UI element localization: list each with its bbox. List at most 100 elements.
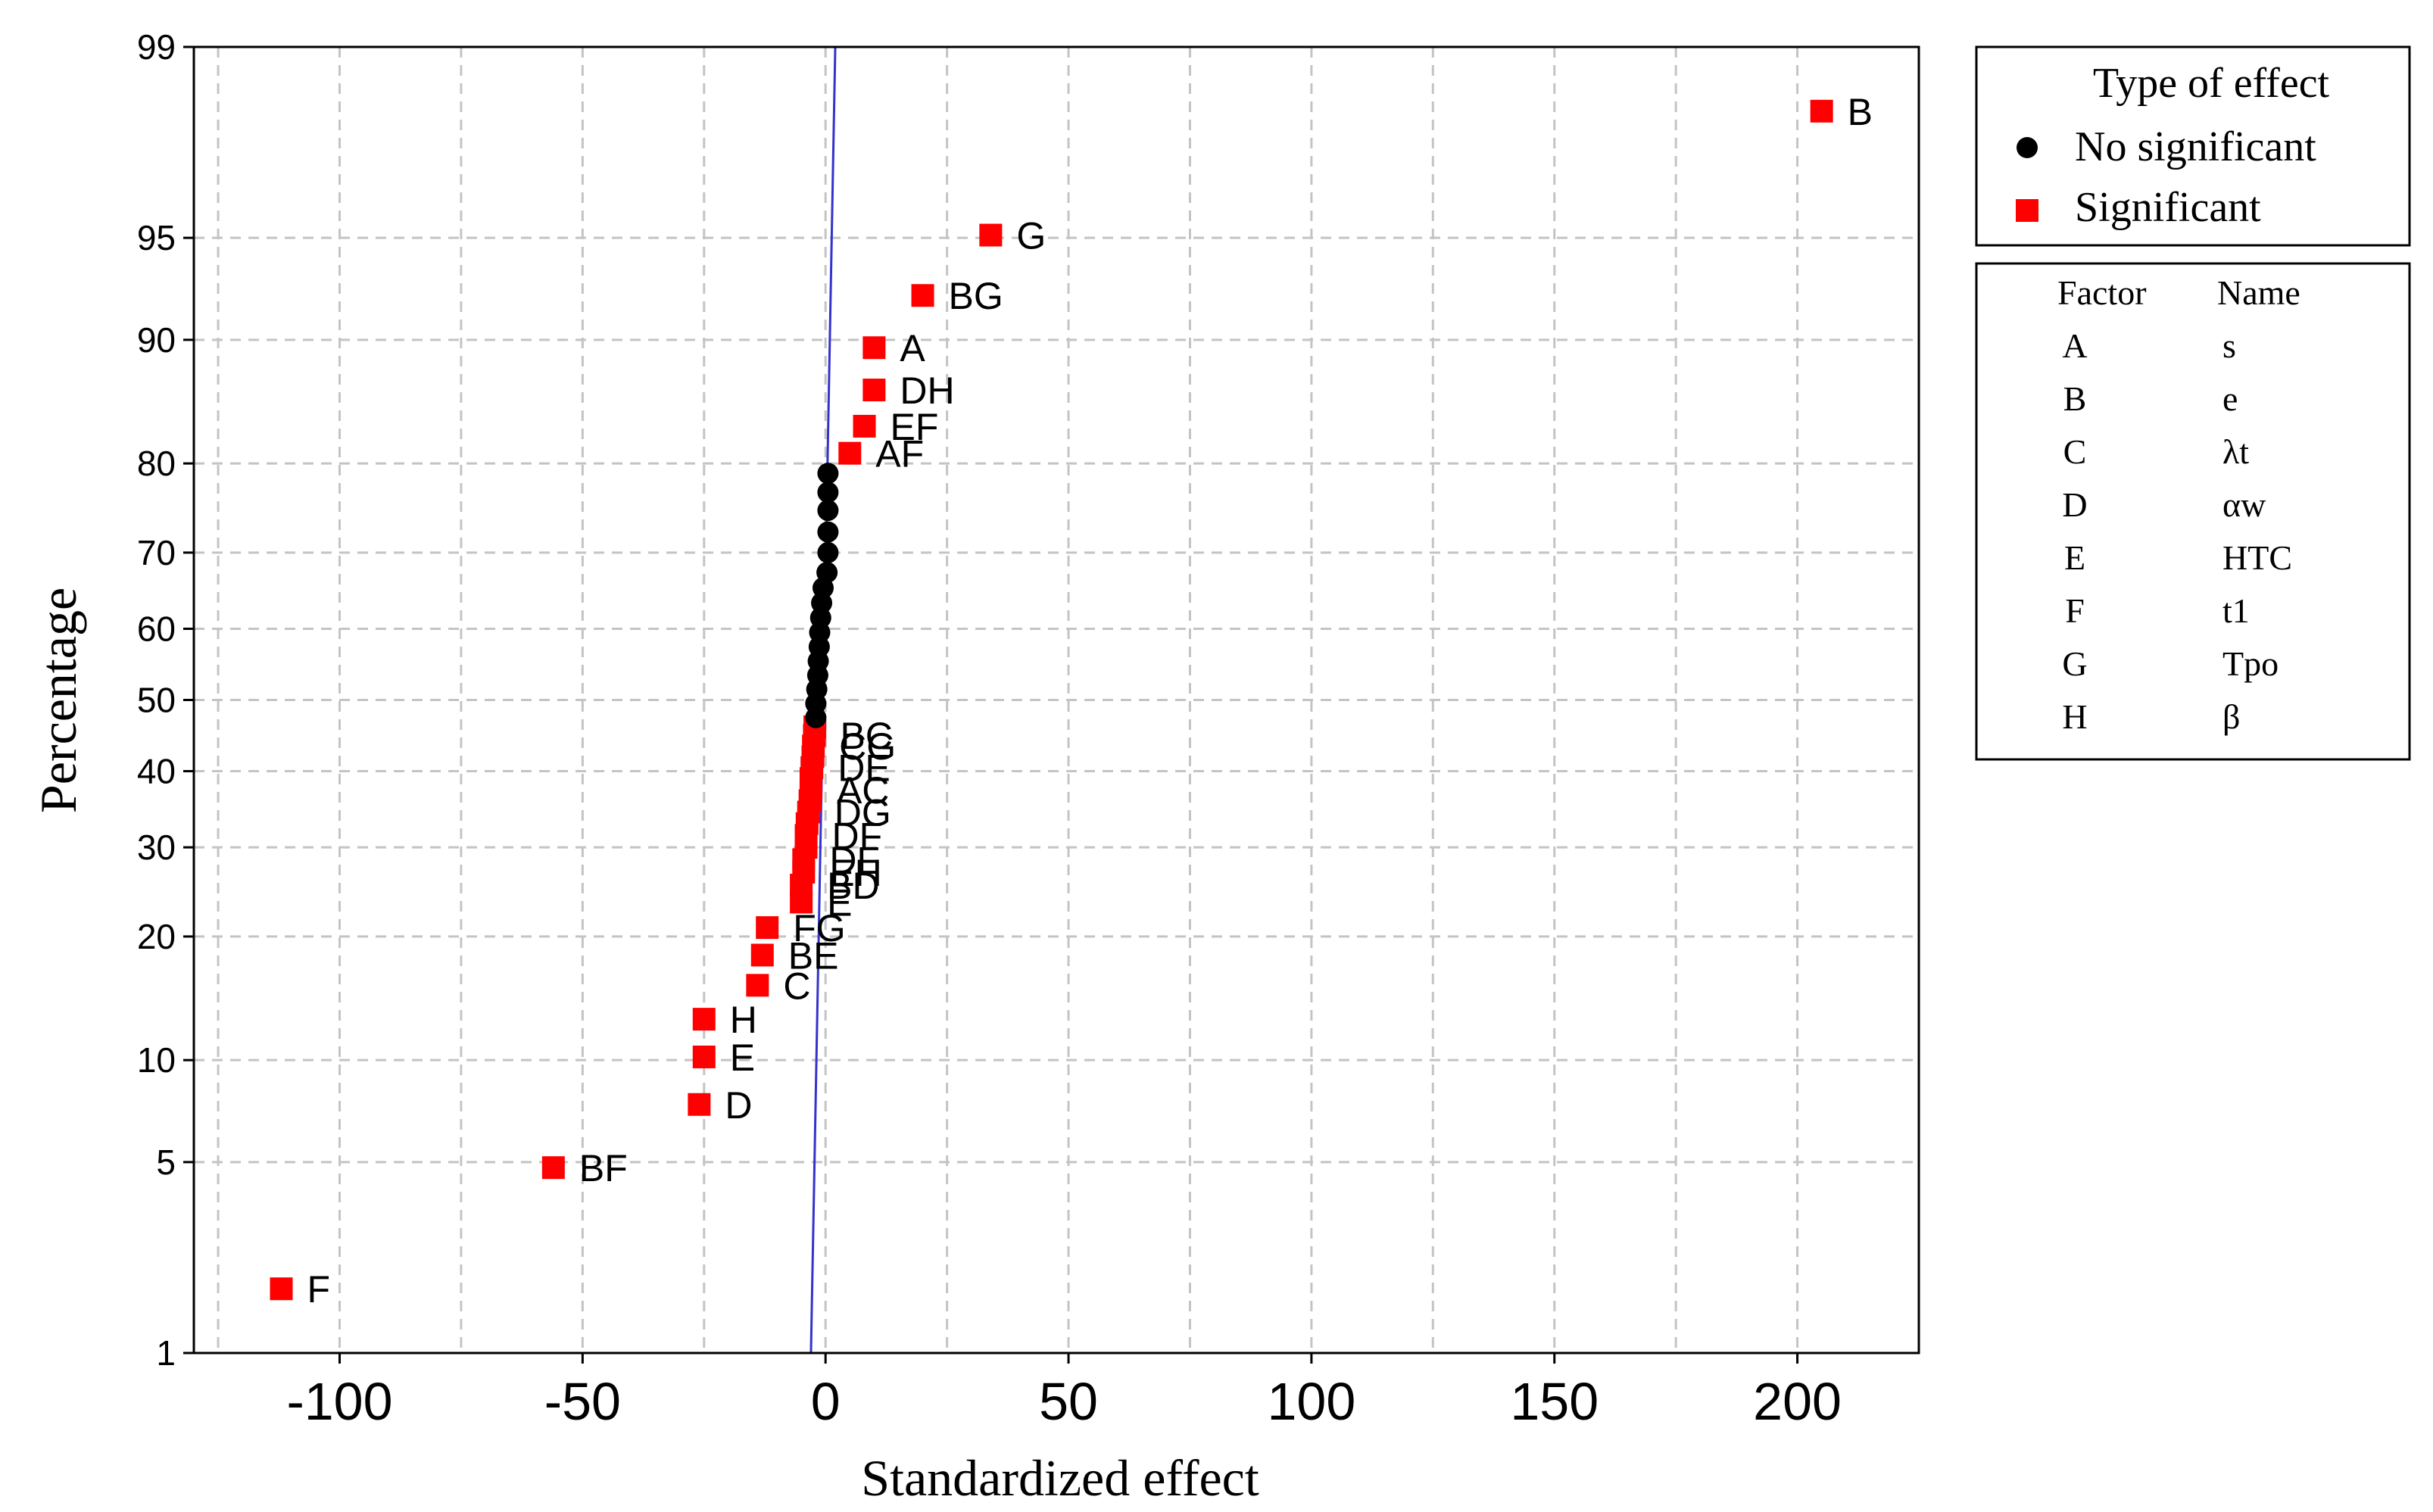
point-label: EF [891,406,939,448]
y-tick-label: 70 [137,533,176,572]
significant-point [838,441,862,465]
factor-name: β [2222,697,2240,736]
point-label: DH [900,369,954,412]
significant-point [756,916,779,940]
y-tick-label: 5 [156,1143,176,1182]
point-label: BC [840,715,892,757]
y-axis-title: Percentage [30,588,87,813]
y-axis: 1 5 10 20 30 40 50 60 70 80 90 95 99 [137,27,194,1373]
x-tick-label: 150 [1510,1372,1599,1431]
significant-point [853,414,876,438]
point-label: E [827,881,852,924]
significant-point [979,223,1003,247]
x-tick-label: 50 [1039,1372,1098,1431]
point-label: E [730,1037,755,1079]
y-tick-label: 95 [137,218,176,257]
point-label: AC [837,769,889,812]
significant-point [688,1093,711,1116]
grid [194,47,1919,1353]
significant-point [692,1045,716,1068]
y-tick-label: 20 [137,917,176,956]
y-tick-label: 90 [137,320,176,360]
legend-marker-no-significant [2017,137,2038,158]
non-significant-point [817,482,839,503]
point-label: AF [875,433,924,475]
x-tick-label: 200 [1753,1372,1842,1431]
point-label: DG [834,792,891,834]
factor-code: E [2064,538,2085,577]
y-tick-label: 1 [156,1333,176,1373]
legend-box [1975,45,2411,247]
point-label: BG [949,275,1003,317]
significant-point [862,379,886,402]
point-label: DE [838,747,890,790]
significant-point [270,1277,293,1301]
non-significant-point [817,541,839,563]
x-axis-title: Standardized effect [861,1449,1259,1507]
point-label: BE [788,934,839,977]
legend-label-no-significant: No significant [2075,123,2316,170]
legend-label-significant: Significant [2075,184,2261,231]
point-label: D [725,1084,752,1127]
factor-code: D [2062,485,2087,524]
significant-point [746,974,769,997]
legend-title: Type of effect [2093,60,2330,107]
non-significant-point [817,521,839,543]
x-tick-label: 100 [1267,1372,1355,1431]
point-label: BD [827,865,879,907]
factor-name: e [2222,379,2238,418]
factor-code: H [2062,697,2087,736]
significant-point [911,284,934,307]
x-tick-label: 0 [811,1372,841,1431]
factor-code: A [2062,326,2087,365]
factor-name: s [2222,326,2236,365]
significant-point [541,1156,565,1180]
non-significant-point [817,463,839,485]
point-label: C [783,965,810,1007]
non-significant-point [816,562,838,584]
factor-name: t1 [2222,591,2250,630]
point-label: G [1016,215,1046,257]
point-label: BF [579,1147,628,1189]
factor-name: λt [2222,432,2249,471]
x-tick-label: -100 [286,1372,392,1431]
legend: Type of effect No significant Significan… [1975,45,2411,247]
y-tick-label: 80 [137,444,176,483]
point-label: A [900,327,925,369]
significant-point [750,943,774,967]
y-tick-label: 50 [137,681,176,720]
factor-code: C [2063,432,2087,471]
factor-name: αw [2222,485,2266,524]
data-points [270,99,1833,1301]
point-label: FG [793,907,845,949]
factor-code: G [2062,644,2087,683]
non-significant-point [817,500,839,522]
factor-name: Tpo [2222,644,2279,683]
point-label: EH [829,852,881,894]
y-tick-label: 40 [137,752,176,791]
y-tick-label: 99 [137,27,176,67]
point-label: DF [829,839,880,881]
point-label: DF [832,815,883,857]
y-tick-label: 10 [137,1040,176,1080]
significant-point [692,1008,716,1031]
y-tick-label: 60 [137,609,176,648]
x-tick-label: -50 [544,1372,621,1431]
factor-name: HTC [2222,538,2292,577]
factor-table-box [1975,262,2411,761]
significant-point [862,336,886,360]
x-axis: -100 -50 0 50 100 150 200 [286,1353,1842,1431]
point-label: B [1848,91,1873,133]
point-label: H [730,999,757,1041]
factor-code: B [2063,379,2087,418]
point-labels: FBFDEHCBEFGEBDEHDFDFDGACDECGBCAFEFDHABGG… [307,91,1873,1311]
legend-marker-significant [2016,199,2038,222]
significant-point [1810,99,1833,123]
factor-header: Factor [2057,273,2147,312]
point-label: CG [839,725,896,768]
point-label: F [307,1268,331,1311]
y-tick-label: 30 [137,828,176,867]
factor-code: F [2065,591,2085,630]
